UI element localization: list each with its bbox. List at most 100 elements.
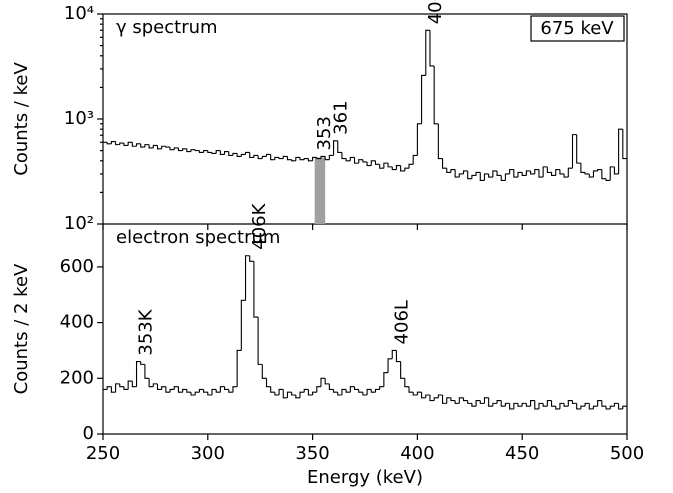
histogram-bin bbox=[366, 388, 372, 396]
histogram-bin bbox=[387, 358, 393, 373]
histogram-bin bbox=[433, 65, 439, 125]
histogram-bin bbox=[303, 158, 309, 160]
histogram-bin bbox=[291, 392, 296, 396]
y-tick-label: 10³ bbox=[64, 108, 94, 129]
histogram-bin bbox=[379, 386, 384, 390]
histogram-bin bbox=[563, 403, 569, 407]
histogram-bin bbox=[127, 141, 133, 146]
histogram-bin bbox=[425, 29, 430, 76]
histogram-bin bbox=[370, 160, 376, 166]
histogram-bin bbox=[488, 397, 493, 407]
histogram-bin bbox=[224, 386, 229, 390]
histogram-bin bbox=[567, 400, 573, 407]
histogram-bin bbox=[580, 163, 586, 173]
histogram-bin bbox=[320, 377, 326, 387]
histogram-bin bbox=[110, 140, 116, 144]
histogram-bin bbox=[546, 166, 552, 173]
histogram-bin bbox=[295, 395, 301, 399]
histogram-bin bbox=[605, 406, 611, 410]
histogram-bin bbox=[148, 378, 154, 388]
histogram-bin bbox=[458, 397, 464, 404]
histogram-bin bbox=[148, 144, 154, 149]
histogram-bin bbox=[609, 166, 615, 181]
x-axis-label: Energy (keV) bbox=[307, 467, 423, 488]
histogram-bin bbox=[349, 156, 355, 161]
histogram-bin bbox=[278, 157, 284, 160]
histogram-bin bbox=[261, 364, 267, 379]
badge-box bbox=[530, 15, 625, 42]
histogram-bin bbox=[421, 74, 426, 124]
histogram-bin bbox=[165, 146, 171, 148]
histogram-bin bbox=[475, 171, 481, 176]
histogram-bin bbox=[215, 150, 221, 154]
histogram-bin bbox=[576, 403, 581, 410]
histogram-bin bbox=[127, 380, 133, 390]
histogram-bin bbox=[282, 389, 288, 399]
histogram-bin bbox=[437, 123, 443, 160]
histogram-bin bbox=[404, 378, 410, 388]
histogram-bin bbox=[341, 152, 347, 160]
histogram-bin bbox=[597, 169, 602, 171]
histogram-bin bbox=[224, 150, 229, 155]
histogram-bin bbox=[492, 402, 498, 407]
histogram-bin bbox=[362, 159, 368, 163]
histogram-bin bbox=[186, 389, 192, 393]
histogram-bin bbox=[475, 400, 481, 407]
histogram-bin bbox=[500, 400, 506, 407]
histogram-bin bbox=[374, 388, 380, 393]
histogram-bin bbox=[307, 158, 313, 162]
histogram-bin bbox=[328, 383, 334, 390]
histogram-bin bbox=[559, 169, 565, 175]
histogram-bin bbox=[161, 145, 166, 149]
histogram-bin bbox=[232, 386, 238, 393]
histogram-bin bbox=[328, 154, 334, 160]
histogram-bin bbox=[353, 386, 359, 390]
histogram-bin bbox=[119, 142, 124, 145]
histogram-bin bbox=[106, 386, 112, 390]
histogram-bin bbox=[538, 402, 544, 409]
histogram-bin bbox=[601, 169, 607, 180]
histogram-bin bbox=[291, 159, 296, 162]
histogram-bin bbox=[190, 149, 196, 152]
histogram-bin bbox=[131, 142, 137, 147]
histogram-bin bbox=[467, 400, 472, 404]
histogram-bin bbox=[504, 173, 510, 181]
histogram-bin bbox=[437, 394, 443, 398]
histogram-bin bbox=[278, 388, 284, 396]
histogram-bin bbox=[316, 157, 321, 160]
histogram-bin bbox=[442, 395, 447, 404]
histogram-bin bbox=[203, 389, 208, 393]
histogram-bin bbox=[345, 158, 351, 162]
histogram-bin bbox=[295, 156, 301, 161]
histogram-bin bbox=[467, 170, 472, 180]
histogram-bin bbox=[106, 142, 112, 145]
histogram-bin bbox=[483, 397, 489, 404]
histogram-bin bbox=[513, 402, 519, 409]
histogram-bin bbox=[588, 403, 594, 410]
x-tick-label: 400 bbox=[400, 443, 434, 464]
x-tick-label: 350 bbox=[295, 443, 329, 464]
histogram-bin bbox=[563, 173, 569, 178]
histogram-bin bbox=[576, 134, 581, 164]
histogram-bin bbox=[307, 389, 313, 396]
histogram-bin bbox=[182, 388, 187, 393]
histogram-bin bbox=[538, 169, 544, 178]
histogram-bin bbox=[249, 255, 254, 262]
histogram-bin bbox=[571, 134, 577, 169]
histogram-bin bbox=[404, 167, 410, 171]
histogram-bin bbox=[253, 261, 259, 318]
histogram-bin bbox=[110, 386, 116, 393]
histogram-bin bbox=[555, 406, 560, 410]
histogram-bin bbox=[546, 400, 552, 407]
histogram-bin bbox=[324, 378, 330, 385]
histogram-bin bbox=[236, 349, 242, 387]
histogram-bin bbox=[270, 154, 275, 161]
histogram-bin bbox=[177, 147, 183, 152]
histogram-bin bbox=[144, 364, 150, 379]
peak-label: 361 bbox=[331, 100, 352, 134]
y-tick-label: 600 bbox=[60, 256, 94, 277]
histogram-bin bbox=[425, 394, 430, 398]
y-tick-label: 10² bbox=[64, 213, 94, 234]
histogram-bin bbox=[299, 157, 305, 161]
histogram-bin bbox=[312, 391, 317, 396]
